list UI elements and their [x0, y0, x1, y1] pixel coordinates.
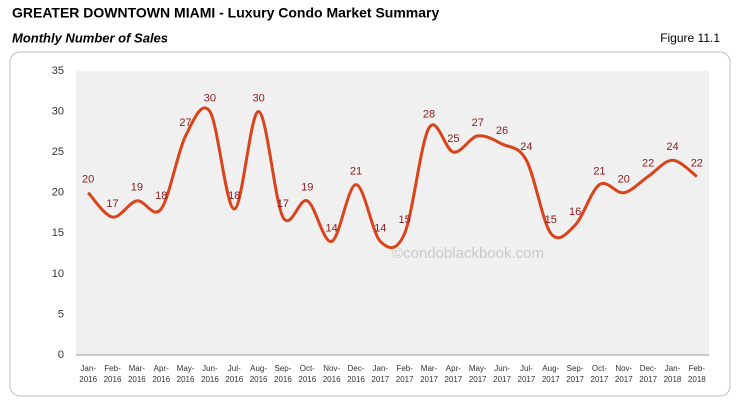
x-tick-label: Dec-2017 [639, 364, 657, 384]
x-tick-label: Nov-2016 [323, 364, 341, 384]
y-tick-label: 30 [52, 105, 64, 117]
y-tick-label: 5 [58, 308, 64, 320]
x-tick-label: May-2017 [469, 364, 487, 384]
x-tick-label: Dec-2016 [347, 364, 365, 384]
data-label: 14 [326, 222, 338, 234]
x-tick-label: Jul-2016 [225, 364, 243, 384]
data-label: 17 [106, 198, 118, 210]
x-tick-label: Jan-2018 [664, 364, 682, 384]
y-tick-label: 25 [52, 146, 64, 158]
data-label: 24 [666, 141, 678, 153]
watermark: ©condoblackbook.com [392, 245, 544, 262]
x-tick-label: Jun-2017 [493, 364, 511, 384]
x-tick-label: Oct-2017 [591, 364, 609, 384]
data-label: 30 [204, 92, 216, 104]
x-tick-label: Aug-2016 [250, 364, 268, 384]
data-label: 27 [472, 117, 484, 129]
chart-subtitle: Monthly Number of Sales [12, 30, 168, 45]
data-line [87, 106, 698, 249]
data-label: 17 [277, 198, 289, 210]
x-tick-label: Jul-2017 [518, 364, 536, 384]
x-tick-label: May-2016 [177, 364, 195, 384]
data-label: 19 [301, 182, 313, 194]
data-label: 26 [496, 125, 508, 137]
x-tick-label: Mar-2017 [420, 364, 438, 384]
data-label: 30 [252, 92, 264, 104]
x-tick-label: Sep-2016 [274, 364, 292, 384]
x-tick-label: Feb-2018 [688, 364, 706, 384]
figure-label: Figure 11.1 [660, 31, 720, 45]
data-label: 27 [179, 117, 191, 129]
x-tick-label: Feb-2016 [104, 364, 122, 384]
y-tick-label: 20 [52, 187, 64, 199]
x-tick-label: Nov-2017 [615, 364, 633, 384]
data-label: 21 [350, 166, 362, 178]
data-label: 28 [423, 109, 435, 121]
data-label: 19 [131, 182, 143, 194]
data-label: 15 [545, 214, 557, 226]
x-tick-label: Sep-2017 [566, 364, 584, 384]
y-tick-label: 35 [52, 65, 64, 77]
plot-area [76, 71, 709, 355]
data-label: 24 [520, 141, 532, 153]
data-label: 21 [593, 166, 605, 178]
data-label: 20 [82, 174, 94, 186]
data-label: 25 [447, 133, 459, 145]
x-tick-label: Jun-2016 [201, 364, 219, 384]
y-tick-label: 0 [58, 349, 64, 361]
data-label: 20 [618, 174, 630, 186]
data-label: 22 [642, 157, 654, 169]
x-tick-label: Mar-2016 [128, 364, 146, 384]
y-tick-label: 10 [52, 268, 64, 280]
x-tick-label: Feb-2017 [396, 364, 414, 384]
data-label: 18 [155, 190, 167, 202]
x-tick-label: Apr-2017 [444, 364, 462, 384]
chart-title: GREATER DOWNTOWN MIAMI - Luxury Condo Ma… [12, 5, 439, 21]
x-tick-label: Oct-2016 [298, 364, 316, 384]
data-label: 16 [569, 206, 581, 218]
x-tick-label: Jan-2017 [371, 364, 389, 384]
x-tick-label: Jan-2016 [79, 364, 97, 384]
data-label: 15 [399, 214, 411, 226]
x-tick-label: Apr-2016 [152, 364, 170, 384]
data-label: 14 [374, 222, 386, 234]
data-label: 18 [228, 190, 240, 202]
data-label: 22 [691, 157, 703, 169]
x-tick-label: Aug-2017 [542, 364, 560, 384]
y-tick-label: 15 [52, 227, 64, 239]
